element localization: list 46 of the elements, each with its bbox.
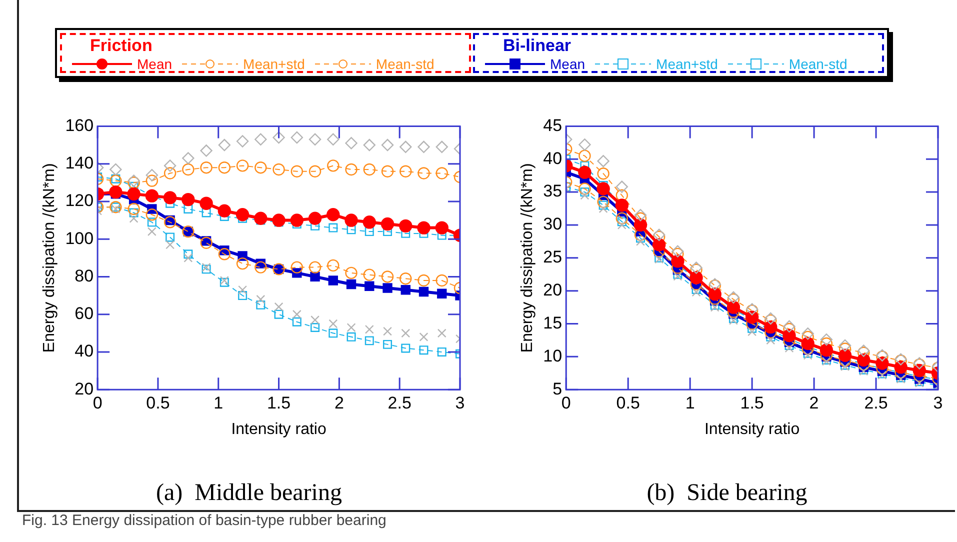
y-tick-label: 25 <box>543 248 562 267</box>
x-tick-label: 2.5 <box>388 393 412 412</box>
legend-label: Mean-std <box>376 56 434 72</box>
y-tick-label: 45 <box>543 116 562 135</box>
x-tick-label: 0 <box>561 393 571 412</box>
legend-label: Mean <box>550 56 586 72</box>
x-tick-label: 2 <box>809 393 819 412</box>
y-tick-label: 10 <box>543 346 562 366</box>
x-tick-label: 3 <box>455 393 465 412</box>
x-tick-label: 2.5 <box>864 393 888 412</box>
y-tick-label: 120 <box>65 191 94 210</box>
y-tick-label: 40 <box>74 342 94 361</box>
y-tick-label: 35 <box>543 182 562 201</box>
y-tick-label: 140 <box>65 154 94 173</box>
y-tick-label: 20 <box>543 280 562 300</box>
x-tick-label: 1.5 <box>740 393 764 412</box>
y-axis-title: Energy dissipation /(kN*m) <box>519 163 536 353</box>
x-tick-label: 0 <box>92 393 102 412</box>
x-axis-title: Intensity ratio <box>704 421 800 438</box>
y-axis-title: Energy dissipation /(kN*m) <box>41 163 58 353</box>
x-tick-label: 0.5 <box>616 393 640 412</box>
y-tick-label: 100 <box>65 228 94 248</box>
x-axis-title: Intensity ratio <box>231 421 326 438</box>
x-tick-label: 0.5 <box>146 393 170 412</box>
caption: Fig. 13 Energy dissipation of basin-type rubber bearing <box>22 512 386 529</box>
y-tick-label: 40 <box>543 148 562 168</box>
y-tick-label: 60 <box>74 304 94 324</box>
text: (b) Side bearing <box>646 480 808 506</box>
x-tick-label: 1.5 <box>266 393 291 412</box>
y-tick-label: 30 <box>543 214 562 234</box>
x-tick-label: 2 <box>334 393 344 412</box>
legend-label: Mean <box>137 56 172 72</box>
text: (a) Middle bearing <box>156 480 342 506</box>
text: Bi-linear <box>503 36 572 56</box>
legend-label: Mean+std <box>243 56 305 72</box>
text: Friction <box>90 36 154 56</box>
y-tick-label: 5 <box>552 379 562 398</box>
x-tick-label: 1 <box>214 393 224 412</box>
y-tick-label: 15 <box>543 313 562 332</box>
y-tick-label: 20 <box>74 379 94 398</box>
y-tick-label: 160 <box>65 116 94 135</box>
x-tick-label: 3 <box>933 393 943 412</box>
y-tick-label: 80 <box>74 266 94 286</box>
x-tick-label: 1 <box>685 393 695 412</box>
legend-label: Mean+std <box>656 56 718 72</box>
legend-label: Mean-std <box>788 56 848 72</box>
